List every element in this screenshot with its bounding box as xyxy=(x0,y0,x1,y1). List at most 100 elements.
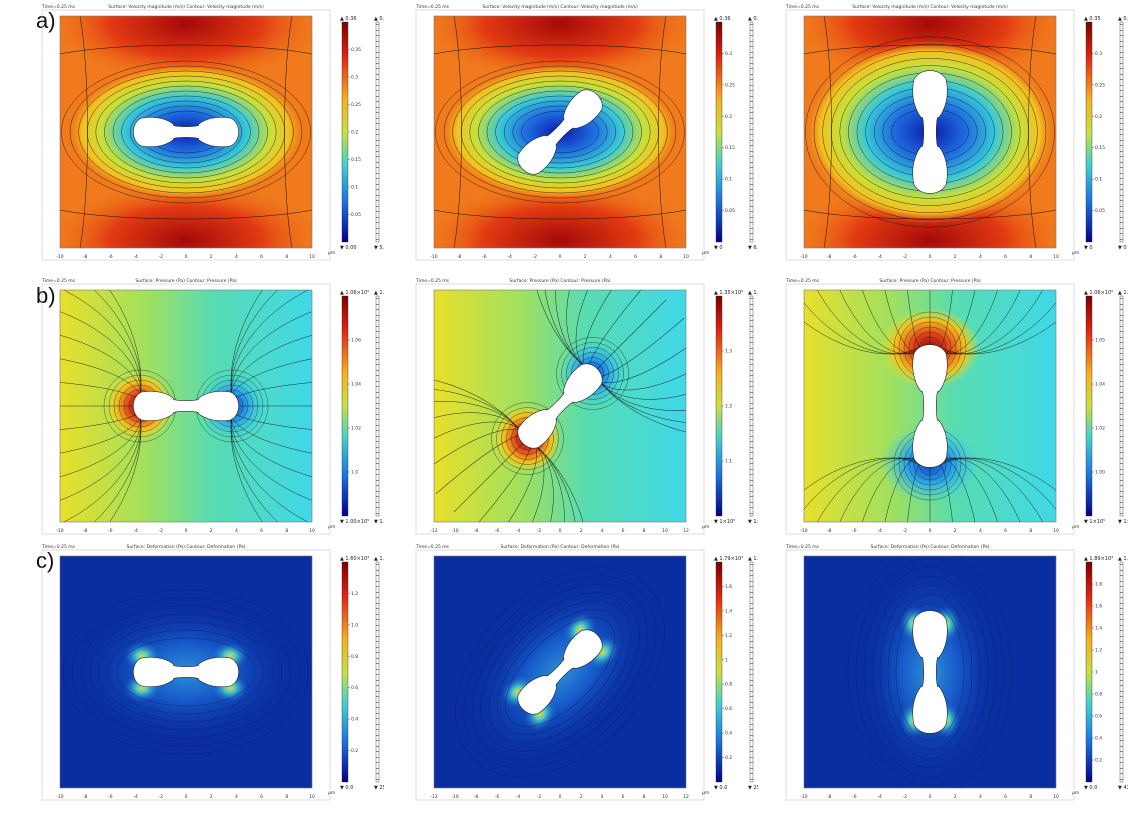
contour-min: ▼ 1×10⁵ xyxy=(1118,519,1128,525)
colorbar-tick: 0.3 xyxy=(725,51,732,57)
x-tick-label: -10 xyxy=(800,794,807,800)
plot-title: Surface: Pressure (Pa) Contour: Pressure… xyxy=(135,278,236,284)
panel-velocity-2-svg: Time=0.25 ms Surface: Velocity magnitude … xyxy=(415,4,758,261)
colorbar-tick: 1.6 xyxy=(725,584,732,590)
cell-shape xyxy=(517,363,603,449)
x-tick-label: 0 xyxy=(929,528,932,534)
x-tick-label: -6 xyxy=(108,528,113,534)
colorbar-tick: 1.04 xyxy=(1095,382,1105,388)
contour-min: ▼ 25.2 xyxy=(374,785,384,791)
colorbar-min: ▼ 0.0 xyxy=(340,785,353,791)
x-tick-label: 8 xyxy=(285,528,288,534)
x-tick-label: -10 xyxy=(800,528,807,534)
x-tick-label: 10 xyxy=(662,528,668,534)
x-tick-label: -2 xyxy=(903,254,908,260)
panel-pressure-3-svg: Time=0.25 ms Surface: Pressure (Pa) Conto… xyxy=(785,278,1128,535)
x-tick-label: -2 xyxy=(159,794,164,800)
x-tick-label: -2 xyxy=(537,794,542,800)
x-tick-label: 12 xyxy=(683,794,689,800)
colorbar-tick: 0.8 xyxy=(725,682,732,688)
colorbar-tick: 0.35 xyxy=(351,47,361,53)
colorbar-max: ▲ 1.79×10⁴ xyxy=(714,556,743,562)
x-tick-label: -10 xyxy=(451,528,458,534)
contour-max: ▲ 1.35×10⁵ xyxy=(748,290,758,296)
x-axis-unit: µm xyxy=(328,525,335,530)
colorbar-min: ▼ 0.0 xyxy=(714,785,727,791)
x-tick-label: 4 xyxy=(979,528,982,534)
colorbar-tick: 0.15 xyxy=(1095,145,1105,151)
colorbar-tick: 1.00 xyxy=(1095,470,1105,476)
x-tick-label: 6 xyxy=(1004,794,1007,800)
x-tick-label: 4 xyxy=(979,254,982,260)
x-tick-label: -4 xyxy=(133,254,138,260)
cell-shape xyxy=(912,70,948,194)
colorbar-tick: 1.4 xyxy=(1095,626,1102,632)
x-axis-unit: µm xyxy=(1072,525,1079,530)
x-axis-unit: µm xyxy=(702,791,709,796)
x-tick-label: 10 xyxy=(662,794,668,800)
colorbar-max: ▲ 1.35×10⁵ xyxy=(714,290,743,296)
colorbar-tick: 1.02 xyxy=(1095,426,1105,432)
colorbar-tick: 1 xyxy=(1095,670,1098,676)
x-tick-label: -8 xyxy=(827,794,832,800)
cell-shape xyxy=(517,629,603,715)
x-tick-label: -10 xyxy=(56,254,63,260)
colorbar-tick: 1.06 xyxy=(351,338,361,344)
time-label: Time=0.25 ms xyxy=(41,544,76,550)
colorbar-tick: 0.6 xyxy=(351,685,358,691)
colorbar-tick: 0.3 xyxy=(351,75,358,81)
x-tick-label: 6 xyxy=(634,254,637,260)
time-label: Time=0.25 ms xyxy=(415,544,450,550)
colorbar-max: ▲ 0.36 xyxy=(340,16,357,22)
panel-deformation-1: Time=0.25 ms Surface: Deformation (Pa) Co… xyxy=(8,542,384,810)
x-tick-label: 4 xyxy=(601,528,604,534)
colorbar-tick: 1 xyxy=(725,657,728,663)
plot-title: Surface: Velocity magnitude (m/s) Contou… xyxy=(482,4,638,10)
x-tick-label: -2 xyxy=(903,794,908,800)
x-tick-label: -2 xyxy=(533,254,538,260)
contour-legend-bar xyxy=(1119,21,1124,243)
x-tick-label: -2 xyxy=(537,528,542,534)
colorbar-max: ▲ 0.35 xyxy=(1084,16,1101,22)
panel-velocity-1: Time=0.25 ms Surface: Velocity magnitude … xyxy=(8,2,384,270)
time-label: Time=0.25 ms xyxy=(785,4,820,10)
x-axis-unit: µm xyxy=(1072,791,1079,796)
x-tick-label: 0 xyxy=(559,254,562,260)
colorbar-tick: 1.0 xyxy=(351,470,358,476)
field-plot xyxy=(434,16,686,248)
colorbar-tick: 0.25 xyxy=(725,82,735,88)
x-tick-label: 10 xyxy=(309,528,315,534)
contour-max: ▲ 1.06×10⁵ xyxy=(374,290,384,296)
contour-min: ▼ 6.7×10⁻⁴ xyxy=(748,245,758,251)
contour-legend-bar xyxy=(749,21,754,243)
contour-min: ▼ 0 xyxy=(1118,245,1127,251)
panel-pressure-1: Time=0.25 ms Surface: Pressure (Pa) Conto… xyxy=(8,276,384,544)
contour-min: ▼ 5.00×10⁻⁴ xyxy=(374,245,384,251)
x-tick-label: -8 xyxy=(474,528,479,534)
x-tick-label: 8 xyxy=(659,254,662,260)
colorbar-tick: 1.8 xyxy=(1095,582,1102,588)
x-tick-label: 8 xyxy=(285,254,288,260)
x-tick-label: -8 xyxy=(83,528,88,534)
colorbar-tick: 0.15 xyxy=(725,145,735,151)
x-tick-label: 6 xyxy=(622,794,625,800)
colorbar-tick: 0.2 xyxy=(351,748,358,754)
colorbar-min: ▼ 1.00×10⁵ xyxy=(340,519,369,525)
x-tick-label: -8 xyxy=(83,254,88,260)
colorbar-tick: 1.4 xyxy=(725,608,732,614)
colorbar-tick: 0.6 xyxy=(1095,714,1102,720)
colorbar-max: ▲ 0.36 xyxy=(714,16,731,22)
x-tick-label: 2 xyxy=(954,254,957,260)
x-tick-label: -8 xyxy=(827,254,832,260)
colorbar-tick: 1.2 xyxy=(725,404,732,410)
colorbar-tick: 0.2 xyxy=(1095,114,1102,120)
x-tick-label: 4 xyxy=(979,794,982,800)
x-tick-label: 12 xyxy=(683,528,689,534)
x-tick-label: 2 xyxy=(210,254,213,260)
x-tick-label: -6 xyxy=(852,254,857,260)
x-tick-label: -6 xyxy=(495,528,500,534)
x-axis-unit: µm xyxy=(328,251,335,256)
x-tick-label: 0 xyxy=(929,794,932,800)
x-tick-label: 4 xyxy=(609,254,612,260)
x-tick-label: 0 xyxy=(185,528,188,534)
